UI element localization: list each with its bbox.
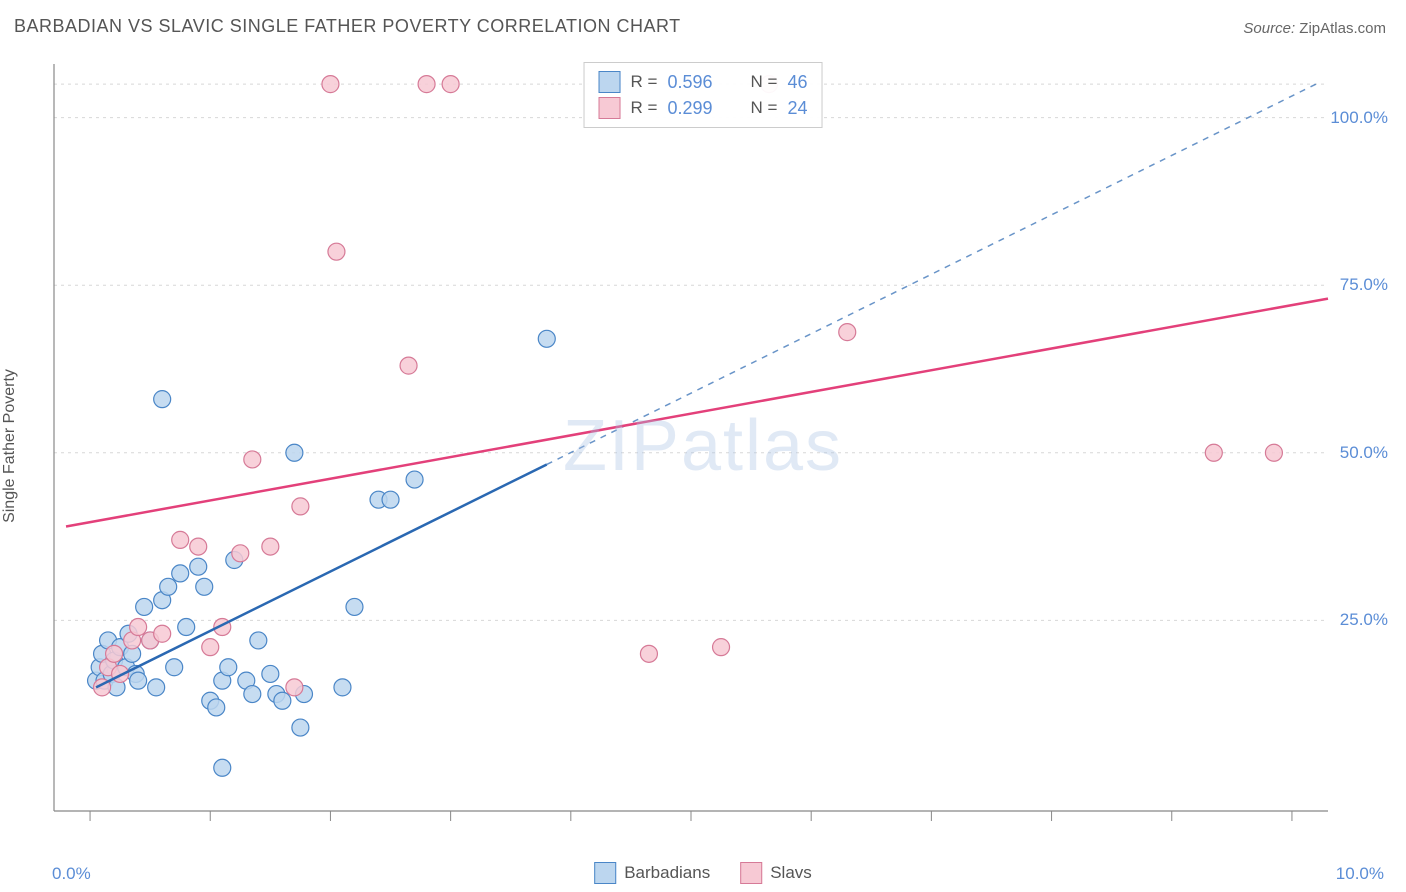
y-tick-label: 75.0% [1340, 275, 1388, 295]
legend-item-barbadians: Barbadians [594, 862, 710, 884]
r-value-1: 0.299 [667, 98, 712, 119]
r-label-0: R = [631, 72, 658, 92]
stats-row-slavs: R = 0.299 N = 24 [599, 95, 808, 121]
legend-swatch-slavs [740, 862, 762, 884]
source-label: Source: [1243, 20, 1295, 37]
y-axis-label: Single Father Poverty [1, 369, 19, 523]
chart-title: BARBADIAN VS SLAVIC SINGLE FATHER POVERT… [14, 16, 681, 37]
n-value-1: 24 [787, 98, 807, 119]
chart-container: BARBADIAN VS SLAVIC SINGLE FATHER POVERT… [0, 0, 1406, 892]
n-label-1: N = [751, 98, 778, 118]
plot-area [48, 58, 1388, 848]
swatch-slavs [599, 97, 621, 119]
y-tick-label: 100.0% [1330, 108, 1388, 128]
swatch-barbadians [599, 71, 621, 93]
n-label-0: N = [751, 72, 778, 92]
legend-label-barbadians: Barbadians [624, 863, 710, 883]
stats-row-barbadians: R = 0.596 N = 46 [599, 69, 808, 95]
legend-item-slavs: Slavs [740, 862, 812, 884]
y-tick-label: 50.0% [1340, 443, 1388, 463]
r-label-1: R = [631, 98, 658, 118]
stats-legend: R = 0.596 N = 46 R = 0.299 N = 24 [584, 62, 823, 128]
source-attribution: Source: ZipAtlas.com [1243, 20, 1386, 37]
series-legend: Barbadians Slavs [594, 862, 812, 884]
source-value: ZipAtlas.com [1299, 20, 1386, 37]
r-value-0: 0.596 [667, 72, 712, 93]
legend-label-slavs: Slavs [770, 863, 812, 883]
x-axis-min-label: 0.0% [52, 864, 91, 884]
x-axis-max-label: 10.0% [1336, 864, 1384, 884]
n-value-0: 46 [787, 72, 807, 93]
legend-swatch-barbadians [594, 862, 616, 884]
y-tick-label: 25.0% [1340, 610, 1388, 630]
chart-svg [48, 58, 1388, 848]
